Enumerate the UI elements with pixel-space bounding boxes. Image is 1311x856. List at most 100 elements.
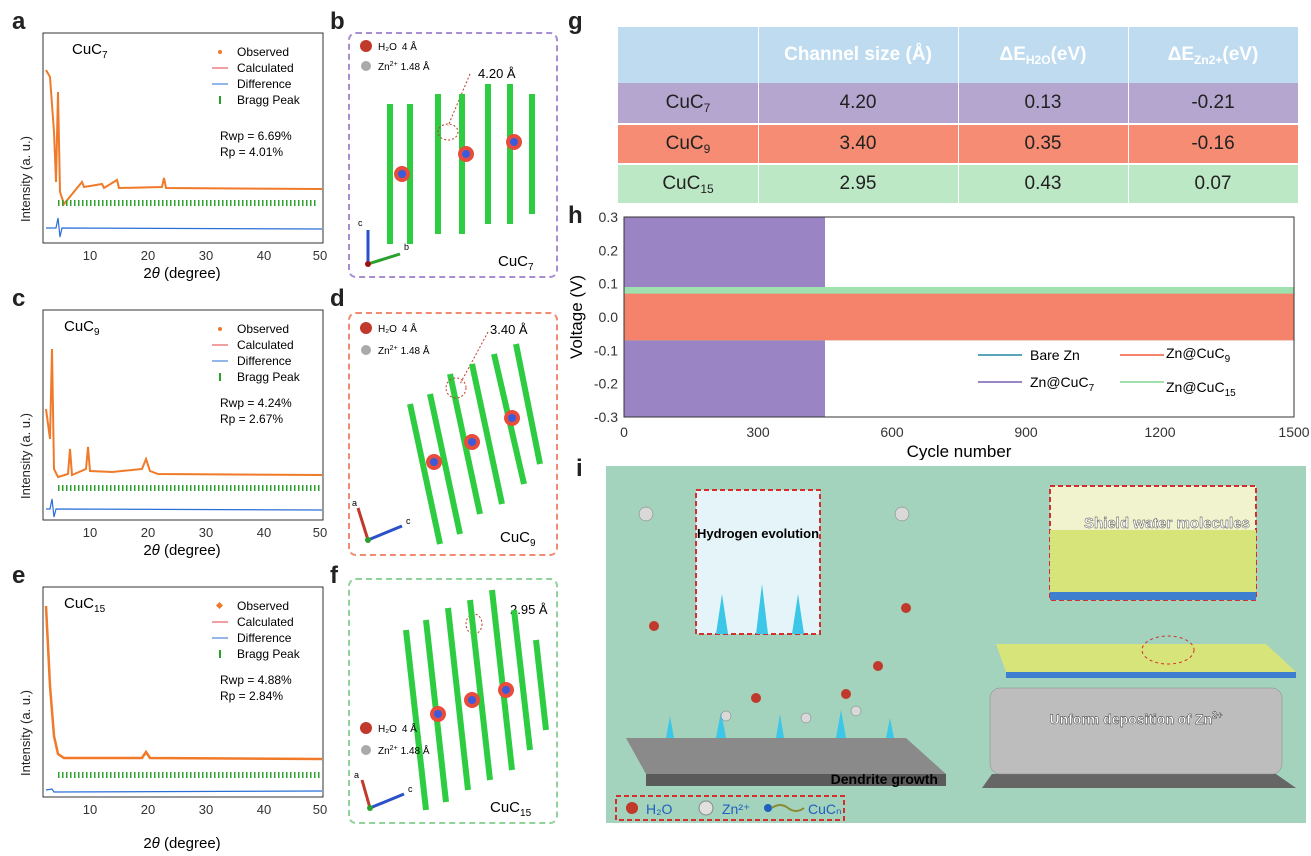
legend-observed: Observed [237,599,289,613]
difference-curve [46,217,323,238]
axes-icon [356,507,403,543]
x-tick-label: 1200 [1144,424,1175,440]
h2o-label: H₂O 4 Å [378,722,417,735]
x-tick-label: 1500 [1278,424,1309,440]
sample-name: CuC9 [500,529,536,549]
column-divider [1128,27,1129,203]
dendrites [666,710,894,738]
zoom-circle [1141,635,1195,665]
y-tick-label: 0.0 [599,309,619,325]
structure-cuc9-image: H₂O 4 Å Zn2+ 1.48 Å 3.40 Å a c CuC9 [352,322,543,549]
axis-a-label: a [352,498,357,508]
xrd-plot: 10 20 30 40 50 2θ (degree) CuC7 Observed… [42,32,327,282]
x-axis-label: 2θ (degree) [143,835,220,852]
hydrogen-inset [695,489,821,635]
sample-name: CuC7 [72,41,108,61]
legend-observed: Observed [237,322,289,336]
row-size: 2.95 [839,173,877,194]
y-axis-label: Intensity (a. u.) [18,413,33,499]
legend-h2o: H₂O [646,801,673,817]
panel-label-i: i [576,455,583,482]
header-e-zn: ΔE Zn2+ (eV) [1167,44,1259,67]
panel-label-d: d [330,285,345,312]
bragg-peaks [56,772,322,778]
tick-label: 20 [141,248,155,263]
sample-name: CuC15 [490,799,532,819]
y-tick-label: -0.3 [594,409,618,425]
legend-zn: Zn²⁺ [722,801,750,817]
legend-calculated: Calculated [237,615,294,629]
tick-label: 20 [141,525,155,540]
tick-label: 40 [257,248,271,263]
y-tick-label: 0.2 [599,242,619,258]
y-tick-label: -0.2 [594,376,618,392]
legend: Observed Calculated Difference Bragg Pea… [212,599,301,703]
panel-label-g: g [568,8,583,35]
axes-icon [360,779,405,811]
row-e-h2o: 0.43 [1024,173,1062,194]
axis-a-label: a [354,770,359,780]
legend-calculated: Calculated [237,61,294,75]
bragg-peaks [56,485,322,491]
x-axis-label: 2θ (degree) [143,542,220,559]
panel-label-e: e [12,562,26,589]
inset-dendrites [716,584,804,634]
chart-marks [624,217,1294,417]
structure-panel-d: H₂O 4 Å Zn2+ 1.48 Å 3.40 Å a c CuC9 [348,312,558,556]
sample-name: CuC9 [64,318,100,338]
tick-label: 10 [83,802,97,817]
y-tick-label: -0.1 [594,342,618,358]
zn-ions [638,506,910,724]
x-tick-label: 900 [1014,424,1038,440]
rp-value: Rp = 4.01% [220,145,283,159]
x-axis-label: 2θ (degree) [143,265,220,282]
legend-difference: Difference [237,77,292,91]
plot-frame [42,586,324,798]
row-e-zn: 0.07 [1194,173,1232,194]
chart-legend: Bare Zn Zn@CuC9 Zn@CuC7 Zn@CuC15 [978,345,1236,399]
x-ticks: 0 300 600 900 1200 1500 [620,424,1310,440]
structure-cuc15-image: 2.95 Å H₂O 4 Å Zn2+ 1.48 Å a c CuC15 [354,589,549,819]
uniform-label: Unform deposition of Zn2+ [1050,710,1223,727]
panel-label-b: b [330,8,345,35]
axis-c-label: c [408,784,413,794]
legend-bragg: Bragg Peak [237,647,301,661]
series-band [624,293,1294,341]
legend-observed: Observed [237,45,289,59]
h2o-label: H₂O 4 Å [378,40,417,53]
row-e-h2o: 0.13 [1024,92,1062,113]
y-tick-label: 0.1 [599,276,619,292]
header-channel-size: Channel size (Å) [784,44,932,65]
scheme-legend-box [615,795,845,821]
zn-substrate-right [982,774,1296,788]
row-e-zn: -0.21 [1191,92,1235,113]
rwp-value: Rwp = 4.88% [220,673,292,687]
calculated-curve [45,69,323,207]
sample-name: CuC15 [64,595,106,615]
y-axis-label: Intensity (a. u.) [18,690,33,776]
legend-calculated: Calculated [237,338,294,352]
row-size: 4.20 [839,92,877,113]
x-tick-label: 300 [746,424,770,440]
cu-centers [426,410,520,470]
water-molecule-icon [626,802,638,814]
structure-panel-f: 2.95 Å H₂O 4 Å Zn2+ 1.48 Å a c CuC15 [348,578,558,824]
column-divider [758,27,759,203]
scheme-illustration: Hydrogen evolution Dendrite growth Shiel… [615,485,1296,821]
legend-difference: Difference [237,631,292,645]
xrd-plot: 10 20 30 40 50 2θ (degree) CuC15 Observe… [42,586,327,852]
legend-c7: Zn@CuC7 [1030,374,1095,394]
legend-bare: Bare Zn [1030,347,1080,363]
panel-label-h: h [568,202,583,229]
xrd-plot: 10 20 30 40 50 2θ (degree) CuC9 Observed… [42,309,327,559]
y-tick-label: 0.3 [599,209,619,225]
cycling-chart: 0.3 0.2 0.1 0.0 -0.1 -0.2 -0.3 0 300 600 900 1200 1… [567,209,1310,460]
legend-bragg: Bragg Peak [237,93,301,107]
zn-icon [361,345,371,355]
h2o-icon [360,322,372,334]
header-e-h2o: ΔE H2O (eV) [999,44,1087,67]
calculated-curve [44,605,323,761]
panel-label-a: a [12,8,26,35]
uniform-zn-layer [989,687,1283,775]
y-axis-label: Voltage (V) [567,275,586,359]
